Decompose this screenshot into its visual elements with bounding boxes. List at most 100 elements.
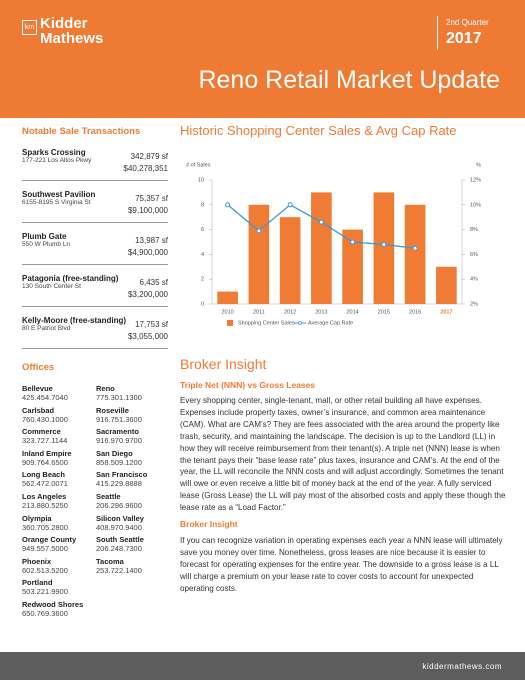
separator <box>22 348 168 349</box>
line-marker <box>318 219 324 225</box>
sale-address: 550 W Plumb Ln <box>22 241 71 248</box>
paragraph: Every shopping center, single-tenant, ma… <box>180 396 506 513</box>
line-marker <box>381 241 387 247</box>
x-tick-label: 2010 <box>222 309 234 315</box>
y-tick-label: 4 <box>201 252 204 258</box>
office-city: Long Beach <box>22 470 65 480</box>
sale-name: Sparks Crossing <box>22 148 86 157</box>
y2-tick-label: 8% <box>470 227 478 233</box>
office-city: Reno <box>96 384 115 393</box>
y2-tick-label: 10% <box>470 202 481 208</box>
x-tick-label: 2015 <box>378 309 390 315</box>
y-tick-label: 2 <box>201 277 204 283</box>
legend-swatch <box>298 321 302 325</box>
y-tick-label: 0 <box>201 301 204 307</box>
line-marker <box>256 228 262 234</box>
subheading: Triple Net (NNN) vs Gross Leases <box>180 380 316 390</box>
separator <box>22 306 168 307</box>
x-tick-label: 2014 <box>347 309 359 315</box>
office-city: Silicon Valley <box>96 513 144 523</box>
logo-mark: km <box>22 20 37 35</box>
logo-line: Kidder <box>40 15 88 32</box>
year: 2017 <box>446 30 482 47</box>
y-tick-label: 8 <box>201 202 204 208</box>
office-city: Phoenix <box>22 556 52 566</box>
section-heading: Notable Sale Transactions <box>22 126 141 137</box>
office-phone: 253.722.1400 <box>96 565 142 575</box>
separator <box>22 180 168 181</box>
office-city: South Seattle <box>96 535 144 545</box>
sale-size: 342,879 sf <box>130 152 168 161</box>
article-heading: Broker Insight <box>180 356 267 372</box>
office-city: Los Angeles <box>22 492 67 501</box>
sale-name: Southwest Pavilion <box>22 190 96 199</box>
y2-tick-label: 6% <box>470 252 478 258</box>
subheading: Broker Insight <box>180 519 238 529</box>
sale-price: $4,900,000 <box>127 248 168 257</box>
office-phone: 213.880.5250 <box>22 501 68 510</box>
paragraph: If you can recognize variation in operat… <box>180 536 503 593</box>
sale-size: 17,753 sf <box>135 320 168 329</box>
line-marker <box>287 202 293 208</box>
bar <box>404 204 426 304</box>
footer-url: kiddermathews.com <box>422 662 502 671</box>
x-tick-label: 2012 <box>284 309 296 315</box>
sale-size: 13,987 sf <box>135 236 168 245</box>
x-tick-label: 2017 <box>440 309 452 315</box>
chart-title: Historic Shopping Center Sales & Avg Cap… <box>180 123 457 138</box>
bar <box>311 192 332 304</box>
office-city: Carlsbad <box>22 405 55 415</box>
bar <box>373 192 395 304</box>
separator <box>22 264 168 265</box>
office-city: San Francisco <box>96 470 148 480</box>
y2-tick-label: 2% <box>470 301 478 307</box>
bar <box>436 266 457 304</box>
office-city: Bellevue <box>22 384 53 393</box>
y-tick-label: 10 <box>198 177 204 183</box>
office-city: Sacramento <box>96 427 139 437</box>
x-tick-label: 2013 <box>315 309 327 315</box>
office-city: Roseville <box>96 405 129 415</box>
bar <box>279 217 301 304</box>
office-phone: 408.970.9400 <box>96 522 142 532</box>
legend-label: Shopping Center Sales <box>238 320 295 326</box>
section-heading: Offices <box>22 362 55 373</box>
bar <box>217 291 238 304</box>
divider <box>437 16 438 50</box>
sale-name: Patagonia (free-standing) <box>22 274 119 283</box>
office-phone: 503.221.9900 <box>22 587 68 597</box>
office-phone: 760.430.1000 <box>22 414 68 424</box>
sale-address: 177-221 Los Altos Pkwy <box>22 157 92 164</box>
office-city: Portland <box>22 578 53 588</box>
footer-band <box>0 652 525 680</box>
line-marker <box>225 202 231 208</box>
y2-tick-label: 4% <box>470 277 478 283</box>
office-phone: 415.229.8888 <box>96 479 142 489</box>
logo-text: Kidder Mathews <box>40 16 103 46</box>
office-city: Inland Empire <box>22 448 72 458</box>
bar <box>248 204 270 304</box>
sale-price: $3,200,000 <box>127 290 168 299</box>
x-tick-label: 2011 <box>253 309 265 315</box>
sale-size: 75,357 sf <box>135 194 168 203</box>
sale-address: 80 E Patriot Blvd <box>22 325 71 332</box>
legend-label: Average Cap Rate <box>308 320 353 326</box>
office-phone: 602.513.5200 <box>22 565 68 575</box>
legend-swatch <box>227 320 233 326</box>
office-city: Seattle <box>96 492 121 501</box>
sale-address: 6155-8195 S Virginia St <box>22 199 91 206</box>
y2-tick-label: 12% <box>470 177 481 183</box>
sale-price: $40,278,351 <box>123 164 169 173</box>
office-city: Tacoma <box>96 556 124 566</box>
office-phone: 949.557.5000 <box>22 544 68 554</box>
office-phone: 360.705.2800 <box>22 522 68 532</box>
line-marker <box>412 245 418 251</box>
office-phone: 775.301.1300 <box>96 393 142 402</box>
office-phone: 916.970.9700 <box>96 436 142 446</box>
line-marker <box>350 239 356 245</box>
office-city: Orange County <box>22 535 77 545</box>
sale-name: Plumb Gate <box>22 232 67 241</box>
office-phone: 858.509.1200 <box>96 457 142 467</box>
office-phone: 425.454.7040 <box>22 393 68 402</box>
